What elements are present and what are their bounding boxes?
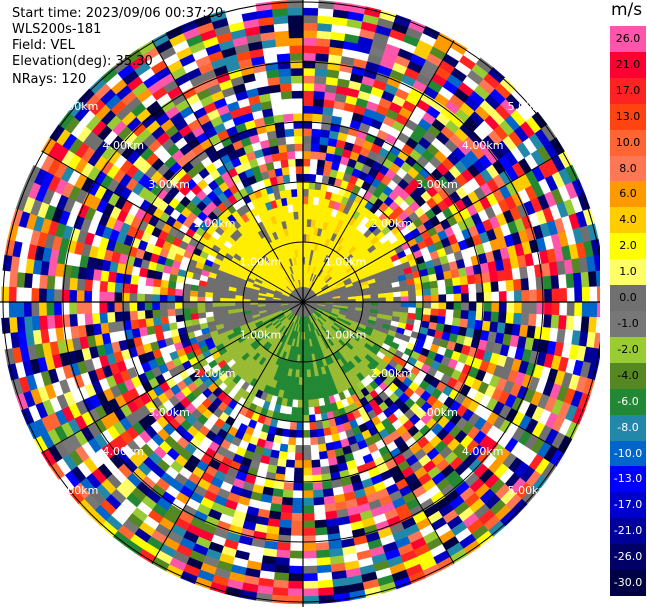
range-ring-label: 4.00km: [462, 139, 504, 152]
instrument-text: WLS200s-181: [12, 22, 102, 37]
range-ring-label: 5.00km: [508, 100, 550, 113]
colorbar-tick-label: 17.0: [615, 83, 641, 97]
range-ring-label: 3.00km: [148, 178, 190, 191]
colorbar-swatch: [610, 103, 646, 131]
colorbar-tick-label: -10.0: [613, 446, 643, 460]
colorbar-tick-label: -6.0: [617, 394, 639, 408]
colorbar-swatch: [610, 544, 646, 571]
range-ring-label: 5.00km: [57, 100, 99, 113]
colorbar-tick-label: 13.0: [615, 109, 641, 123]
colorbar-tick-label: -30.0: [613, 576, 643, 590]
colorbar-tick-label: 8.0: [619, 161, 637, 175]
azimuth-spoke: [151, 301, 304, 564]
range-ring-label: 4.00km: [103, 139, 145, 152]
colorbar-swatch: [610, 259, 646, 286]
colorbar-swatch: [610, 207, 646, 234]
range-ring-label: 1.00km: [240, 328, 282, 341]
colorbar-tick-label: -8.0: [617, 420, 639, 434]
range-ring-label: 1.00km: [325, 328, 367, 341]
colorbar-swatch: [610, 466, 646, 493]
range-ring-label: 2.00km: [371, 217, 413, 230]
range-ring-label: 2.00km: [194, 217, 236, 230]
colorbar-tick-label: -13.0: [613, 472, 643, 486]
colorbar-swatch: [610, 570, 646, 597]
colorbar-tick-label: 2.0: [619, 239, 637, 253]
colorbar-swatch: [610, 51, 646, 79]
colorbar-swatch: [610, 388, 646, 416]
colorbar-swatch: [610, 440, 646, 467]
velocity-gates: [0, 0, 600, 605]
range-ring-label: 2.00km: [371, 367, 413, 380]
elevation-text: Elevation(deg): 35.30: [12, 54, 153, 69]
ppi-radar-plot: 1.00km 1.00km 1.00km 1.00km 2.00km 2.00km 2.00…: [0, 0, 600, 607]
azimuth-spoke: [302, 301, 565, 454]
range-ring-label: 5.00km: [57, 484, 99, 497]
colorbar-swatch: [610, 285, 646, 312]
azimuth-spoke: [41, 150, 304, 303]
colorbar-swatch: [610, 181, 646, 208]
azimuth-spoke: [302, 301, 455, 564]
range-ring-label: 3.00km: [416, 178, 458, 191]
range-ring-label: 3.00km: [416, 406, 458, 419]
colorbar-unit: m/s: [611, 0, 643, 20]
colorbar-swatch: [610, 492, 646, 519]
velocity-colorbar: 26.0 21.0 17.0 13.0 10.0 8.0 6.0 4.0 2.0 1.0 0.0 -1…: [610, 26, 646, 597]
nrays-text: NRays: 120: [12, 72, 87, 87]
range-ring-label: 4.00km: [103, 445, 145, 458]
azimuth-spoke: [151, 40, 304, 303]
colorbar-swatch: [610, 233, 646, 260]
colorbar-tick-label: 10.0: [615, 135, 641, 149]
colorbar-tick-label: 0.0: [619, 291, 637, 305]
colorbar-swatch: [610, 77, 646, 105]
range-ring-label: 3.00km: [148, 406, 190, 419]
azimuth-spoke: [41, 301, 304, 454]
colorbar-tick-label: -17.0: [613, 498, 643, 512]
colorbar-swatch: [610, 414, 646, 442]
range-ring-label: 4.00km: [462, 445, 504, 458]
azimuth-spoke: [302, 40, 455, 303]
range-ring-label: 1.00km: [240, 256, 282, 269]
colorbar-tick-label: 21.0: [615, 57, 641, 71]
range-ring-label: 5.00km: [508, 484, 550, 497]
colorbar-tick-label: -1.0: [617, 316, 639, 330]
range-ring-label: 1.00km: [325, 256, 367, 269]
colorbar-swatch: [610, 129, 646, 157]
range-ring-label: 2.00km: [194, 367, 236, 380]
colorbar-tick-label: 26.0: [615, 31, 641, 45]
colorbar-swatch: [610, 518, 646, 545]
colorbar-swatch: [610, 26, 646, 53]
colorbar-swatch: [610, 311, 646, 338]
colorbar-tick-label: -26.0: [613, 550, 643, 564]
colorbar-tick-label: 1.0: [619, 265, 637, 279]
colorbar-tick-label: -21.0: [613, 524, 643, 538]
azimuth-spoke: [302, 150, 565, 303]
colorbar-tick-label: 4.0: [619, 213, 637, 227]
colorbar-swatch: [610, 336, 646, 364]
colorbar-tick-label: -2.0: [617, 342, 639, 356]
colorbar-swatch: [610, 155, 646, 182]
colorbar-tick-label: -4.0: [617, 368, 639, 382]
colorbar-tick-label: 6.0: [619, 187, 637, 201]
field-text: Field: VEL: [12, 38, 75, 53]
colorbar-swatch: [610, 362, 646, 390]
start-time-text: Start time: 2023/09/06 00:37:20: [12, 6, 224, 21]
